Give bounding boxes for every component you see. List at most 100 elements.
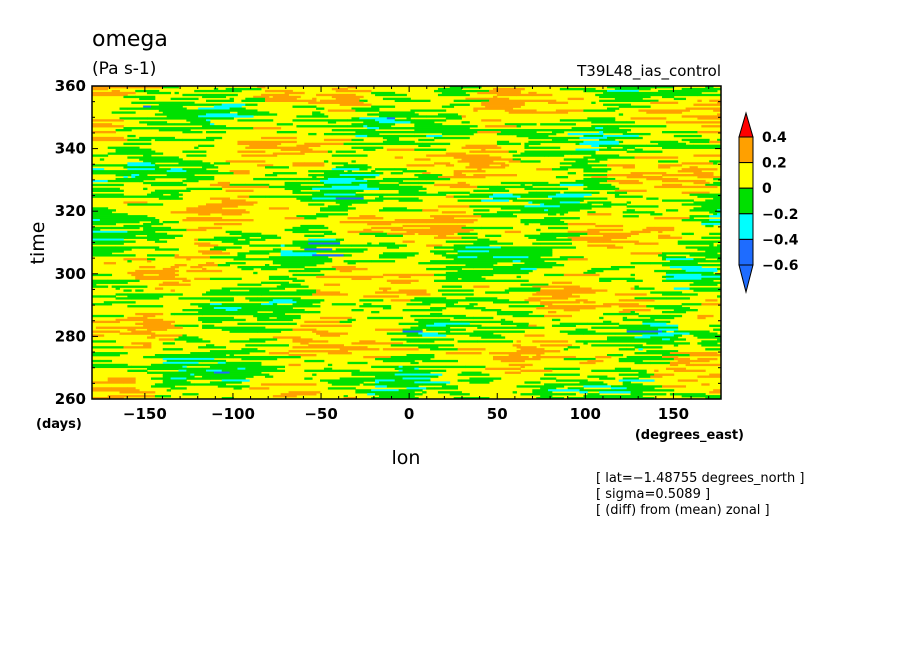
contour-cell [115,91,136,95]
contour-cell [434,183,470,187]
contour-cell [92,234,113,237]
annotation-latitude: [ lat=−1.48755 degrees_north ] [596,471,804,486]
contour-cell [147,91,172,95]
contour-cell [386,193,415,196]
contour-cell [351,275,384,279]
contour-cell [524,265,529,269]
contour-cell [626,279,643,282]
contour-cell [359,99,368,102]
contour-cell [92,213,128,216]
contour-cell [599,201,612,204]
contour-cell [689,252,718,255]
contour-cell [689,254,702,257]
contour-cell [618,310,631,314]
contour-cell [532,242,541,245]
contour-cell [92,222,116,226]
contour-cell [453,170,486,173]
contour-cell [158,383,195,386]
contour-cell [320,334,341,337]
contour-cell [434,387,459,390]
contour-cell [555,187,569,191]
contour-cell [500,250,510,253]
contour-cell [551,207,580,210]
contour-cell [213,222,219,226]
contour-cell [174,324,199,327]
contour-cell [622,309,651,312]
contour-cell [469,146,502,149]
contour-cell [693,201,721,204]
contour-cell [591,267,620,271]
contour-cell [92,397,124,399]
contour-cell [331,185,368,189]
contour-cell [139,150,156,153]
contour-cell [587,117,616,120]
contour-cell [544,199,569,202]
contour-cell [245,97,266,101]
x-tick-label: 0 [404,405,414,423]
contour-cell [92,136,124,140]
contour-cell [579,389,600,392]
contour-cell [701,277,721,281]
contour-cell [186,179,199,183]
contour-cell [398,322,435,326]
contour-cell [182,357,215,361]
contour-cell [689,354,721,357]
contour-cell [489,107,514,110]
contour-cell [485,291,510,294]
contour-cell [300,150,329,153]
contour-cell [449,185,478,189]
contour-cell [418,175,439,179]
contour-cell [705,199,710,202]
contour-cell [575,305,608,308]
contour-cell [209,365,246,369]
contour-cell [461,226,482,230]
contour-cell [363,230,384,234]
contour-cell [371,342,376,345]
contour-cell [650,336,679,339]
contour-cell [300,246,317,249]
contour-cell [555,393,576,396]
contour-cell [237,111,270,114]
contour-cell [548,310,557,314]
contour-cell [697,93,721,97]
contour-cell [473,189,478,192]
contour-cell [123,381,136,384]
contour-cell [375,119,396,122]
contour-cell [382,252,419,255]
contour-cell [158,283,191,286]
contour-cell [465,129,498,132]
y-tick-label: 280 [55,327,86,345]
contour-cell [614,354,624,357]
contour-cell [406,340,411,343]
contour-cell [437,273,447,277]
contour-cell [701,344,721,347]
contour-cell [630,385,663,388]
contour-cell [544,217,580,220]
contour-cell [485,367,521,371]
contour-cell [288,354,317,357]
contour-cell [351,371,372,374]
contour-cell [445,256,455,259]
contour-cell [430,260,466,263]
contour-cell [642,320,655,324]
contour-cell [209,355,230,359]
contour-cell [426,375,439,378]
contour-cell [92,248,101,251]
contour-cell [677,170,702,173]
contour-cell [382,207,407,210]
contour-cell [485,326,514,329]
contour-cell [614,193,620,196]
contour-cell [606,354,616,357]
contour-cell [92,220,109,224]
contour-cell [280,393,317,396]
contour-cell [693,281,721,284]
contour-cell [673,334,683,337]
contour-cell [516,207,553,210]
contour-cell [685,246,710,249]
contour-cell [697,185,718,189]
contour-cell [638,314,671,318]
contour-cell [182,129,191,132]
contour-cell [406,220,427,224]
contour-cell [441,320,462,324]
contour-cell [268,207,289,210]
